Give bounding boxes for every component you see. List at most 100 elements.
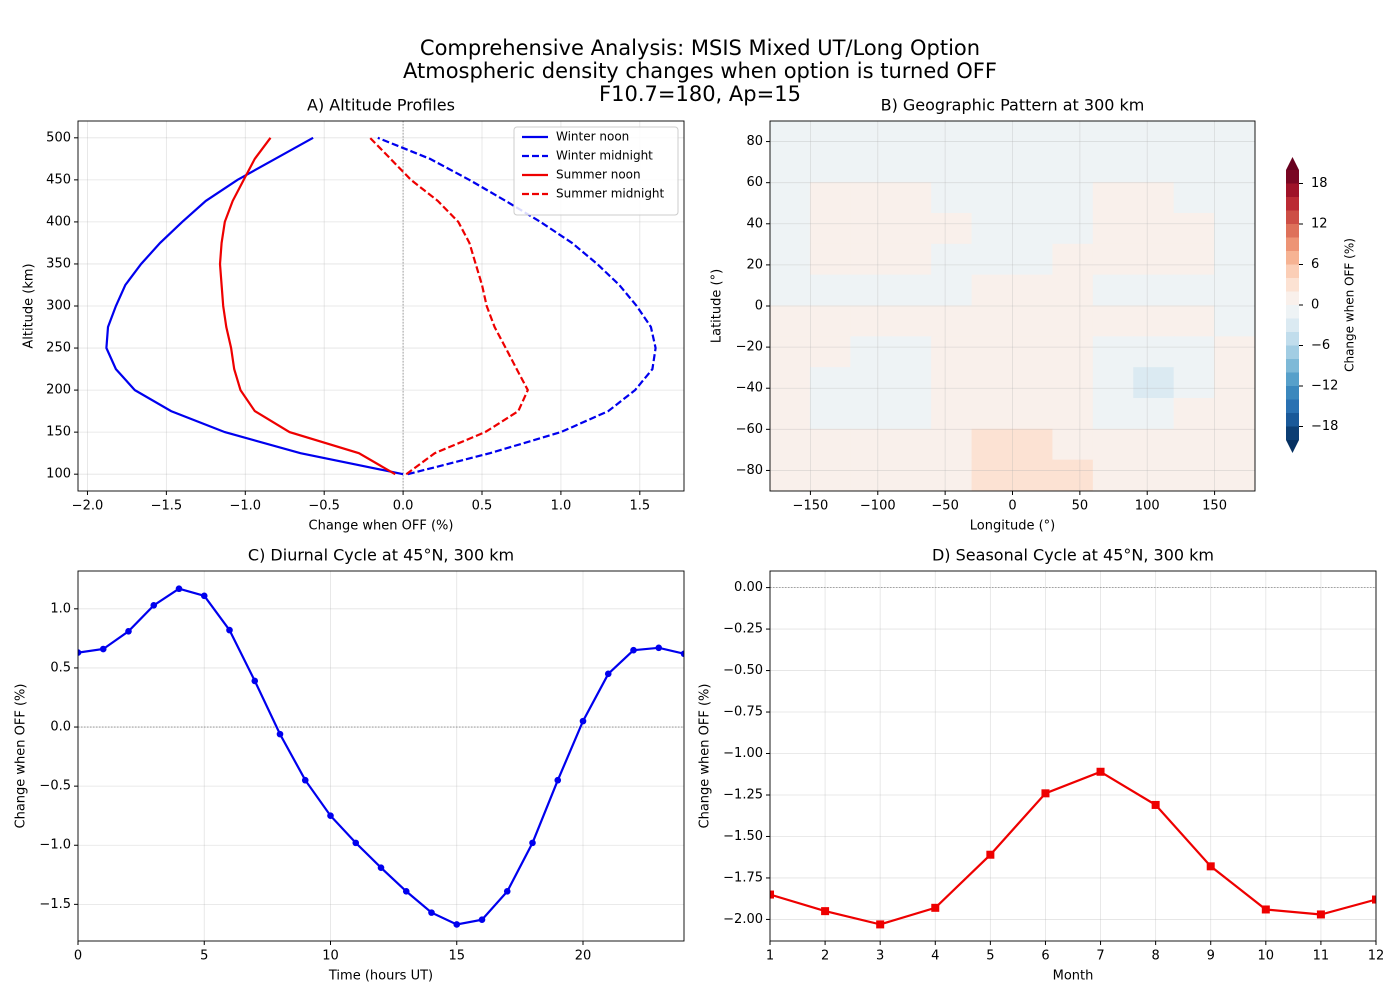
x-tick-label: 100 <box>1135 499 1160 514</box>
contour-cell <box>1133 398 1175 430</box>
contour-cell <box>1092 398 1135 430</box>
contour-cell <box>890 305 933 338</box>
x-tick-label: −1.0 <box>229 499 261 514</box>
marker <box>1261 905 1270 914</box>
contour-cell <box>809 121 852 153</box>
contour-cell <box>931 243 973 276</box>
marker <box>377 864 385 872</box>
marker <box>453 921 461 928</box>
y-tick-label: 250 <box>46 341 71 356</box>
contour-cell <box>1012 398 1054 430</box>
y-axis-label: Altitude (km) <box>22 263 37 348</box>
colorbar-tick-label: 6 <box>1311 257 1319 272</box>
contour-cell <box>971 182 1013 214</box>
contour-cell <box>971 243 1013 276</box>
contour-cell <box>1173 274 1216 307</box>
contour-cell <box>770 213 811 245</box>
contour-cell <box>1214 336 1255 369</box>
data-line <box>377 136 657 476</box>
y-tick-label: 300 <box>46 299 71 314</box>
colorbar-tick-label: 0 <box>1311 298 1319 313</box>
x-tick-label: 9 <box>1207 949 1215 964</box>
figure-subtitle: Atmospheric density changes when option … <box>403 59 997 83</box>
subplot-title: C) Diurnal Cycle at 45°N, 300 km <box>248 546 514 565</box>
marker <box>1372 895 1376 904</box>
contour-cell <box>890 274 933 307</box>
contour-cell <box>770 336 811 369</box>
contour-cell <box>770 243 811 276</box>
contour-cell <box>1052 305 1094 338</box>
y-tick-label: −1.5 <box>39 897 71 912</box>
x-tick-label: −2.0 <box>72 499 104 514</box>
contour-cell <box>850 305 892 338</box>
y-tick-label: 100 <box>46 467 71 482</box>
x-tick-label: 50 <box>1072 499 1089 514</box>
contour-cell <box>1173 182 1216 214</box>
x-tick-label: 5 <box>200 949 208 964</box>
contour-cell <box>850 428 892 461</box>
legend-label: Winter noon <box>556 130 629 144</box>
contour-cell <box>1133 305 1175 338</box>
contour-cell <box>931 151 973 184</box>
colorbar-band <box>1286 318 1299 332</box>
legend-label: Winter midnight <box>556 149 653 163</box>
data-line <box>105 136 404 476</box>
y-tick-label: 0.0 <box>50 720 71 735</box>
colorbar-band <box>1286 372 1299 386</box>
contour-cell <box>1012 213 1054 245</box>
y-tick-label: −60 <box>736 422 763 437</box>
x-tick-label: 0 <box>74 949 82 964</box>
contour-cell <box>770 428 811 461</box>
x-tick-label: −150 <box>793 499 829 514</box>
contour-cell <box>1173 459 1216 491</box>
marker <box>301 776 309 784</box>
contour-cell <box>890 121 933 153</box>
contour-cell <box>850 182 892 214</box>
contour-cell <box>890 428 933 461</box>
marker <box>327 812 334 819</box>
x-tick-label: 0 <box>1008 499 1016 514</box>
marker <box>1206 862 1215 871</box>
contour-cell <box>1092 121 1135 153</box>
colorbar-band <box>1286 197 1299 211</box>
data-line <box>369 137 530 476</box>
marker <box>655 644 663 652</box>
colorbar-extend <box>1286 440 1299 453</box>
y-tick-label: 350 <box>46 256 71 271</box>
y-tick-label: 0 <box>755 299 763 314</box>
y-tick-label: 400 <box>46 214 71 229</box>
x-tick-label: 150 <box>1202 499 1227 514</box>
contour-cell <box>1133 213 1175 245</box>
contour-cell <box>850 367 892 399</box>
y-tick-label: −1.75 <box>723 870 763 885</box>
contour-cell <box>931 428 973 461</box>
y-tick-label: 450 <box>46 172 71 187</box>
contour-cell <box>1052 213 1094 245</box>
colorbar: −18 −12 −6 0 6 12 18 Change when OFF (%) <box>1286 157 1357 453</box>
contour-cell <box>1092 336 1135 369</box>
contour-cell <box>1173 121 1216 153</box>
x-tick-label: 7 <box>1096 949 1104 964</box>
colorbar-band <box>1286 332 1299 346</box>
x-tick-label: 0.0 <box>393 499 414 514</box>
contour-cell <box>850 243 892 276</box>
contour-cell <box>931 274 973 307</box>
contour-cell <box>1214 274 1255 307</box>
marker <box>1151 800 1160 809</box>
marker <box>226 626 233 634</box>
contour-cell <box>1092 213 1135 245</box>
subplot: −2.0 −1.5 −1.0 −0.5 0.0 0.5 1.0 1.5 100 150 200 250… <box>22 96 685 534</box>
x-tick-label: 1.5 <box>629 499 650 514</box>
colorbar-band <box>1286 183 1299 197</box>
y-tick-label: −1.00 <box>723 746 763 761</box>
contour-cell <box>1012 305 1054 338</box>
plot-area <box>78 121 684 491</box>
contour-cell <box>1092 305 1135 338</box>
contour-cell <box>770 305 811 338</box>
marker <box>1096 767 1105 776</box>
marker <box>251 677 259 685</box>
contour-cell <box>809 243 852 276</box>
contour-cell <box>1052 121 1094 153</box>
contour-cell <box>770 151 811 184</box>
